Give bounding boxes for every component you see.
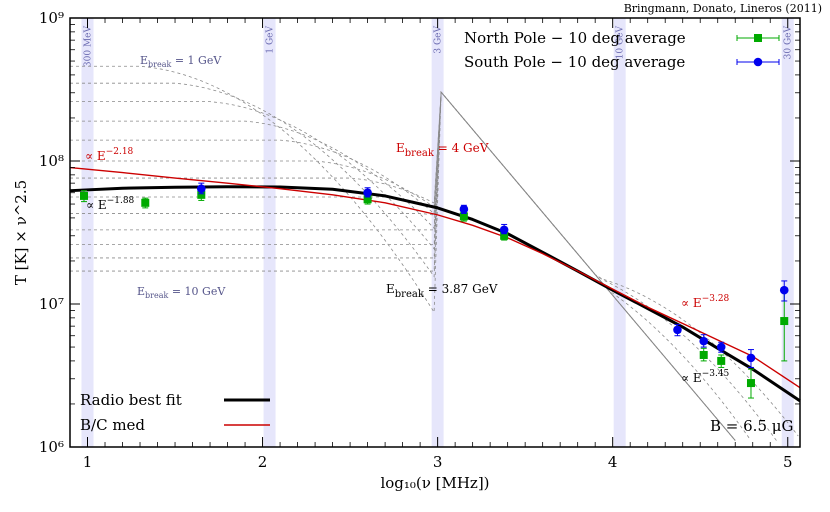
legend-marker-0 [736,34,780,42]
point-s1-5 [699,334,709,348]
point-s0-8 [746,368,755,399]
dashed-curve-5 [70,91,736,441]
band-label-0: 300 MeV [84,26,94,68]
point-s0-0 [80,190,89,203]
point-s1-0 [196,182,206,195]
data-points [80,182,789,399]
plot-frame [69,17,801,448]
y-tick-label-1: 10⁷ [39,295,64,313]
dashed-break-curves [70,65,799,442]
annotation-0: ∝ E−2.18 [85,147,134,163]
band-4 [781,18,794,447]
point-s1-7 [746,349,756,368]
point-s0-6 [699,347,708,362]
band-1 [263,18,276,447]
band-label-4: 30 GeV [784,25,794,59]
x-tick-label-0: 1 [83,453,93,471]
frequency-bands: 300 MeV 1 GeV 3 GeV 10 GeV 30 GeV [81,18,794,447]
credit-text: Bringmann, Donato, Lineros (2011) [624,2,822,15]
point-s1-3 [499,223,509,235]
legend-entry-1: South Pole − 10 deg average [464,53,685,71]
dashed-curve-1 [70,82,736,441]
dashed-curve-9 [70,91,736,441]
dashed-curve-0 [70,65,736,441]
band-2 [431,18,444,447]
dashed-label-12: Ebreak = 10 GeV [137,285,226,300]
y-tick-label-3: 10⁹ [39,9,64,27]
dashed-curve-8 [70,91,736,441]
band-label-2: 3 GeV [434,26,444,54]
point-s0-1 [141,197,150,209]
annotation-4: ∝ E−3.28 [681,294,730,310]
dashed-curve-10 [70,91,750,439]
axes: 1 2 3 4 5 10⁶ 10⁷ 10⁸ 10⁹ [39,9,801,471]
x-tick-label-1: 2 [258,453,268,471]
legend-entry-0: North Pole − 10 deg average [464,29,686,47]
annotation-3: Ebreak = 3.87 GeV [386,282,498,300]
band-3 [613,18,626,447]
fit-curves [69,166,801,403]
annotation-1: ∝ E−1.88 [86,196,135,212]
point-s1-8 [779,280,789,302]
annotation-5: ∝ E−3.45 [681,369,730,385]
dashed-label-0: Ebreak = 1 GeV [140,54,222,69]
legend-marker-1 [736,57,780,67]
x-tick-label-2: 3 [433,453,443,471]
x-tick-label-4: 5 [783,453,793,471]
curve-b-c-med [69,166,801,389]
point-s1-1 [363,187,372,198]
text-labels: log₁₀(ν [MHz]) T [K] × ν^2.5 Bringmann, Do… [12,2,822,492]
dashed-curve-11 [70,91,778,442]
x-axis-title: log₁₀(ν [MHz]) [380,474,489,492]
legend-curve-entry-0: Radio best fit [80,391,182,409]
annotation-6: B = 6.5 μG [710,417,793,435]
annotation-2: Ebreak = 4 GeV [396,141,489,159]
point-s1-6 [716,341,726,353]
curve-radio-best-fit [69,185,801,403]
legend-curve-entry-1: B/C med [80,416,145,434]
band-label-1: 1 GeV [266,26,276,54]
band-label-3: 10 GeV [616,25,626,59]
point-s1-2 [459,204,469,214]
point-s0-7 [717,354,726,368]
y-tick-label-2: 10⁸ [39,152,64,170]
dashed-curve-2 [70,91,736,441]
band-0 [81,18,94,447]
dashed-curve-4 [70,91,736,441]
x-tick-label-3: 4 [608,453,618,471]
y-axis-title: T [K] × ν^2.5 [12,180,30,285]
y-tick-label-0: 10⁶ [39,438,64,456]
point-s1-4 [673,323,682,337]
dashed-curve-12 [70,91,799,437]
